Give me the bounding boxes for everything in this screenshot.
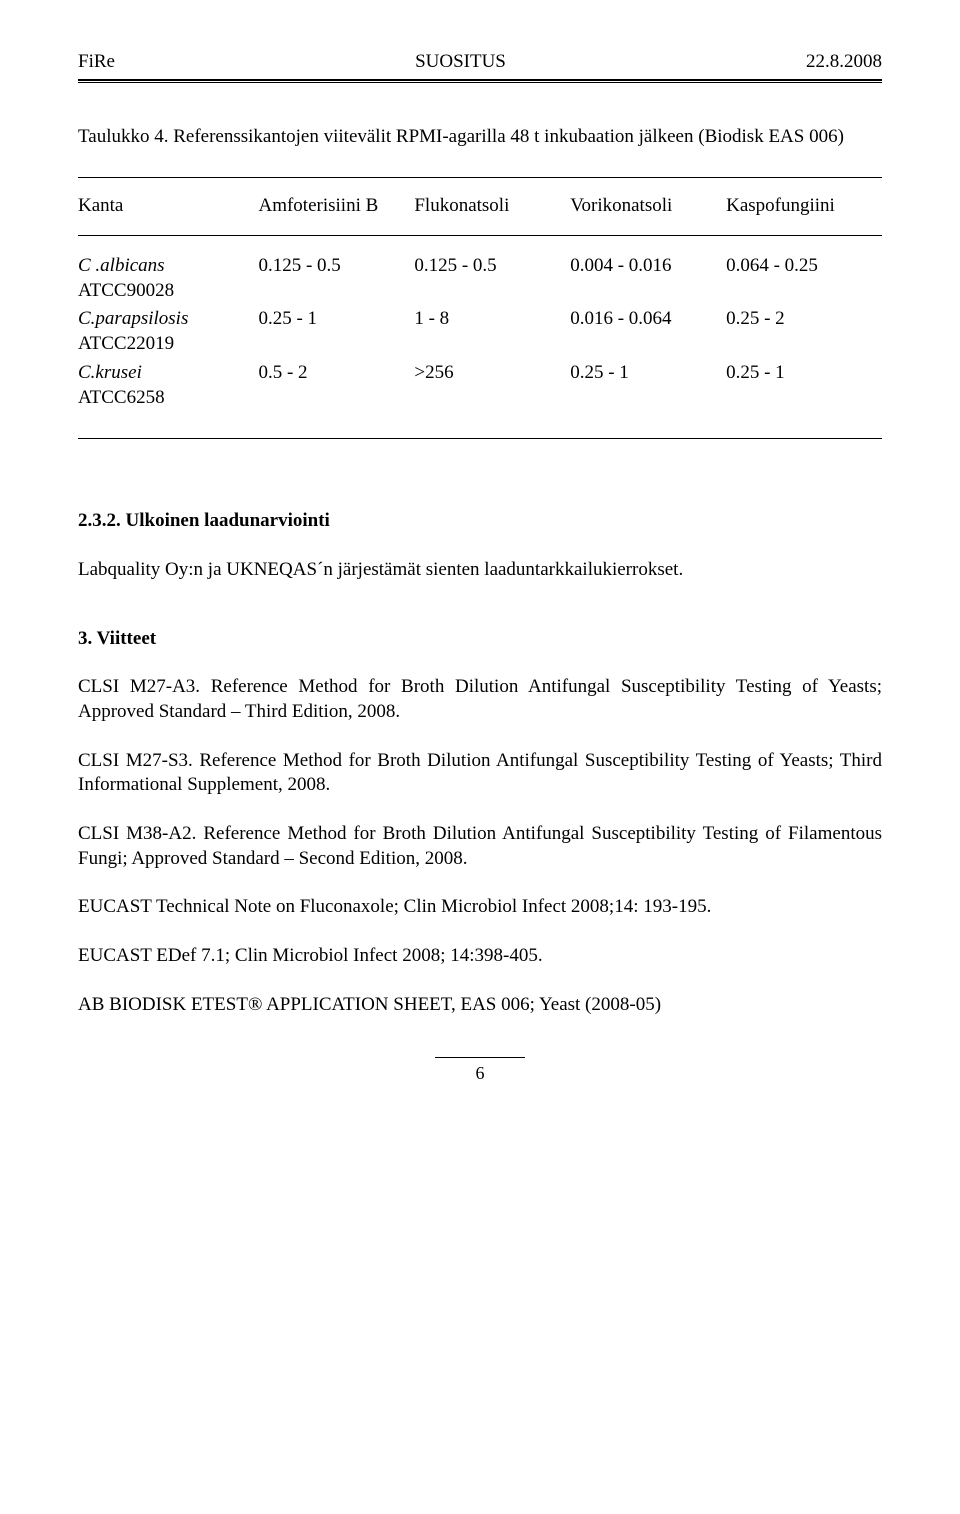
cell-value: >256 <box>414 359 570 439</box>
page-number: 6 <box>78 1062 882 1085</box>
table-caption: Taulukko 4. Referenssikantojen viiteväli… <box>78 125 882 150</box>
cell-value: 0.25 - 1 <box>258 305 414 358</box>
cell-value: 1 - 8 <box>414 305 570 358</box>
table-row: C.krusei ATCC6258 0.5 - 2 >256 0.25 - 1 … <box>78 359 882 439</box>
section-232-body: Labquality Oy:n ja UKNEQAS´n järjestämät… <box>78 558 882 583</box>
page-header: FiRe SUOSITUS 22.8.2008 <box>78 50 882 75</box>
strain-code: ATCC6258 <box>78 387 165 408</box>
reference-item: AB BIODISK ETEST® APPLICATION SHEET, EAS… <box>78 993 882 1018</box>
header-right: 22.8.2008 <box>806 50 882 75</box>
cell-value: 0.5 - 2 <box>258 359 414 439</box>
cell-value: 0.125 - 0.5 <box>258 236 414 306</box>
table-row: C.parapsilosis ATCC22019 0.25 - 1 1 - 8 … <box>78 305 882 358</box>
header-center: SUOSITUS <box>415 50 506 75</box>
col-header-fluko: Flukonatsoli <box>414 178 570 236</box>
footer-rule <box>435 1057 525 1058</box>
reference-item: CLSI M27-S3. Reference Method for Broth … <box>78 749 882 798</box>
strain-code: ATCC90028 <box>78 280 174 301</box>
strain-code: ATCC22019 <box>78 333 174 354</box>
cell-value: 0.25 - 2 <box>726 305 882 358</box>
strain-name: C.krusei <box>78 362 142 383</box>
section-3-heading: 3. Viitteet <box>78 627 882 652</box>
cell-strain: C.parapsilosis ATCC22019 <box>78 305 258 358</box>
reference-item: EUCAST EDef 7.1; Clin Microbiol Infect 2… <box>78 944 882 969</box>
cell-value: 0.064 - 0.25 <box>726 236 882 306</box>
col-header-kanta: Kanta <box>78 178 258 236</box>
cell-value: 0.016 - 0.064 <box>570 305 726 358</box>
reference-item: CLSI M27-A3. Reference Method for Broth … <box>78 675 882 724</box>
cell-value: 0.25 - 1 <box>726 359 882 439</box>
col-header-voriko: Vorikonatsoli <box>570 178 726 236</box>
section-232-heading: 2.3.2. Ulkoinen laadunarviointi <box>78 509 882 534</box>
reference-item: CLSI M38-A2. Reference Method for Broth … <box>78 822 882 871</box>
table-header-row: Kanta Amfoterisiini B Flukonatsoli Vorik… <box>78 178 882 236</box>
header-rule <box>78 79 882 83</box>
col-header-amfo: Amfoterisiini B <box>258 178 414 236</box>
cell-value: 0.125 - 0.5 <box>414 236 570 306</box>
header-left: FiRe <box>78 50 115 75</box>
reference-table: Kanta Amfoterisiini B Flukonatsoli Vorik… <box>78 177 882 439</box>
reference-item: EUCAST Technical Note on Fluconaxole; Cl… <box>78 895 882 920</box>
cell-value: 0.004 - 0.016 <box>570 236 726 306</box>
col-header-kaspo: Kaspofungiini <box>726 178 882 236</box>
cell-value: 0.25 - 1 <box>570 359 726 439</box>
cell-strain: C .albicans ATCC90028 <box>78 236 258 306</box>
table-row: C .albicans ATCC90028 0.125 - 0.5 0.125 … <box>78 236 882 306</box>
strain-name: C .albicans <box>78 255 165 276</box>
strain-name: C.parapsilosis <box>78 308 188 329</box>
cell-strain: C.krusei ATCC6258 <box>78 359 258 439</box>
